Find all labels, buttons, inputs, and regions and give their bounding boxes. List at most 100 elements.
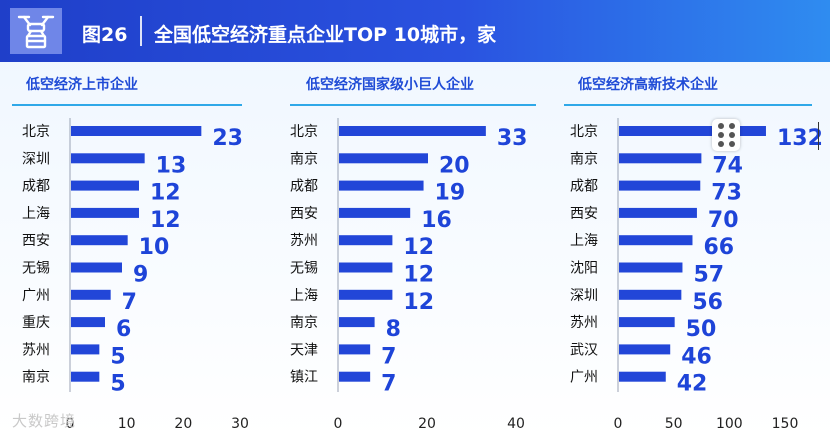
category-label: 深圳: [570, 288, 598, 304]
category-label: 广州: [22, 288, 50, 304]
data-label: 6: [116, 317, 131, 342]
header-divider: [140, 16, 142, 46]
data-label: 12: [403, 290, 434, 315]
data-label: 42: [677, 372, 708, 397]
category-label: 南京: [570, 151, 598, 167]
category-label: 西安: [22, 233, 50, 249]
data-label: 56: [692, 290, 723, 315]
category-label: 北京: [22, 124, 50, 140]
data-label: 57: [693, 263, 724, 288]
category-label: 西安: [290, 206, 318, 222]
x-tick-label: 10: [118, 416, 136, 432]
panel-title-little-giant: 低空经济国家级小巨人企业: [306, 77, 474, 93]
data-label: 12: [150, 181, 181, 206]
bar: [71, 180, 139, 191]
bar: [71, 317, 105, 328]
data-label: 13: [156, 153, 187, 178]
bar: [71, 262, 122, 273]
bar: [339, 235, 393, 246]
data-label: 12: [403, 235, 434, 260]
bar: [619, 126, 766, 136]
category-label: 沈阳: [570, 261, 598, 277]
x-tick-label: 0: [334, 416, 343, 432]
data-label: 5: [110, 344, 125, 369]
data-label: 7: [122, 290, 137, 315]
bar: [339, 180, 424, 191]
x-tick-label: 20: [418, 416, 436, 432]
data-label: 50: [686, 317, 717, 342]
watermark-text: 大数跨境: [12, 412, 77, 430]
figure-title: 全国低空经济重点企业TOP 10城市，家: [154, 24, 497, 46]
data-label: 33: [497, 126, 528, 151]
bar: [71, 207, 139, 218]
data-label: 12: [403, 263, 434, 288]
data-label: 66: [703, 235, 734, 260]
data-label: 20: [439, 153, 470, 178]
category-label: 镇江: [290, 370, 318, 386]
x-tick-label: 30: [231, 416, 249, 432]
category-label: 无锡: [290, 261, 318, 277]
bar: [339, 289, 393, 300]
data-label: 73: [711, 181, 742, 206]
data-label: 19: [435, 181, 466, 206]
bar: [339, 207, 411, 218]
category-label: 上海: [290, 288, 318, 304]
data-label: 5: [110, 372, 125, 397]
category-label: 北京: [570, 124, 598, 140]
text-cursor: [818, 122, 819, 150]
category-label: 武汉: [570, 342, 598, 358]
bar: [619, 262, 683, 273]
drag-handle-icon[interactable]: [712, 119, 740, 151]
panel-title-listed: 低空经济上市企业: [26, 77, 138, 93]
bar: [339, 126, 486, 136]
data-label: 7: [381, 344, 396, 369]
data-label: 9: [133, 263, 148, 288]
x-tick-label: 40: [507, 416, 525, 432]
bar: [339, 262, 393, 273]
category-label: 南京: [290, 151, 318, 167]
panel-rule-listed: [12, 104, 242, 106]
bar: [339, 371, 371, 382]
bar: [71, 126, 202, 136]
category-label: 深圳: [22, 151, 50, 167]
data-label: 70: [708, 208, 739, 233]
figure-number: 图26: [82, 24, 128, 46]
panel-title-high-tech: 低空经济高新技术企业: [578, 77, 718, 93]
data-label: 74: [712, 153, 743, 178]
category-label: 苏州: [290, 233, 318, 249]
data-label: 8: [386, 317, 401, 342]
category-label: 广州: [570, 370, 598, 386]
bar: [339, 344, 371, 355]
category-label: 上海: [570, 233, 598, 249]
bar: [619, 180, 701, 191]
bar: [619, 289, 682, 300]
bar: [339, 317, 375, 328]
category-label: 上海: [22, 206, 50, 222]
bar: [619, 235, 693, 246]
panel-rule-little-giant: [290, 104, 536, 106]
bar: [619, 317, 675, 328]
x-tick-label: 0: [614, 416, 623, 432]
bar: [71, 289, 111, 300]
data-label: 10: [139, 235, 170, 260]
category-label: 成都: [22, 179, 50, 195]
x-tick-label: 150: [772, 416, 799, 432]
category-label: 西安: [570, 206, 598, 222]
bar: [71, 371, 100, 382]
bar: [71, 344, 100, 355]
bar: [619, 207, 697, 218]
category-label: 北京: [290, 124, 318, 140]
data-label: 23: [212, 126, 243, 151]
bar: [619, 371, 666, 382]
category-label: 成都: [570, 179, 598, 195]
category-label: 天津: [290, 342, 318, 358]
x-tick-label: 0: [66, 416, 75, 432]
bar: [339, 153, 428, 164]
data-label: 16: [421, 208, 452, 233]
category-label: 苏州: [570, 315, 598, 331]
bar: [71, 235, 128, 246]
bar: [619, 344, 671, 355]
data-label: 12: [150, 208, 181, 233]
bar: [71, 153, 145, 164]
